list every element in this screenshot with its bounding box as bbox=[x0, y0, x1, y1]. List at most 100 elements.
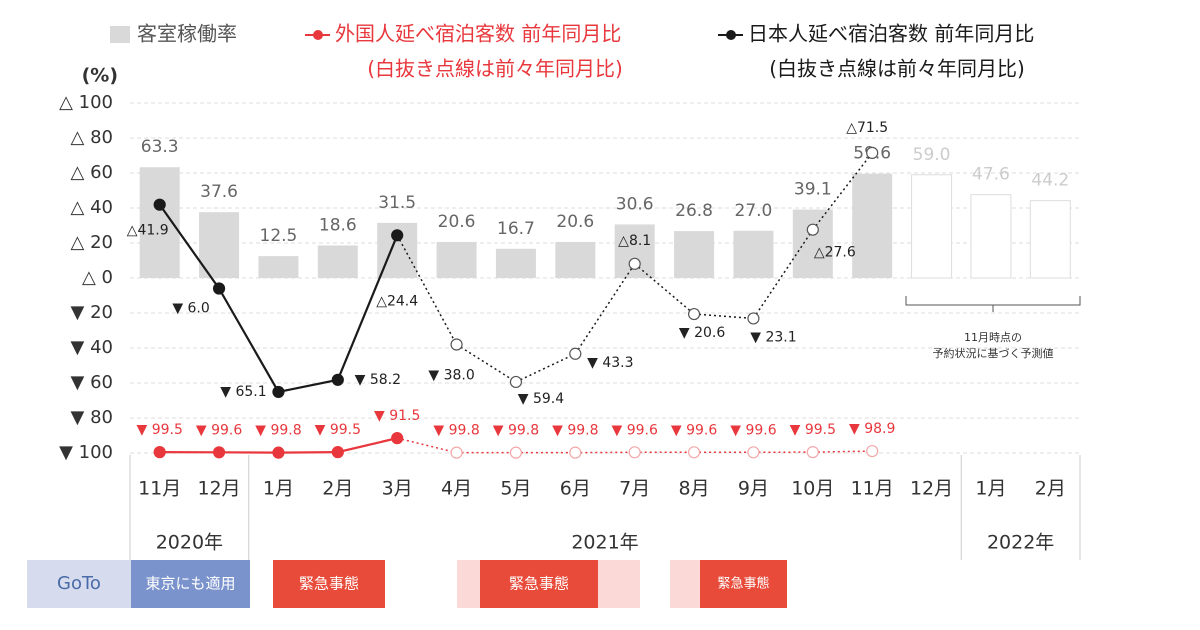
y-tick-label: △ 0 bbox=[82, 267, 113, 288]
bar-value-label: 59.0 bbox=[913, 145, 951, 165]
period-label: 緊急事態 bbox=[299, 575, 359, 593]
line-point bbox=[866, 146, 879, 159]
point-value-label: ▼ 65.1 bbox=[220, 384, 266, 400]
line-segment bbox=[694, 313, 754, 320]
line-point bbox=[747, 312, 760, 325]
y-tick-label: ▼ 40 bbox=[71, 337, 113, 358]
bar-value-label: 18.6 bbox=[319, 215, 357, 235]
point-value-label: ▼ 91.5 bbox=[374, 408, 420, 424]
line-point bbox=[272, 385, 285, 399]
y-tick-label: △ 20 bbox=[71, 232, 113, 253]
x-tick-label: 6月 bbox=[560, 478, 591, 500]
point-value-label: ▼ 99.6 bbox=[196, 422, 242, 438]
point-value-label: ▼ 99.6 bbox=[730, 422, 776, 438]
x-tick-label: 7月 bbox=[619, 478, 650, 500]
line-point bbox=[806, 446, 819, 459]
line-segment bbox=[337, 437, 398, 454]
bar-value-label: 44.2 bbox=[1031, 171, 1069, 191]
line-point bbox=[747, 446, 760, 459]
bar-value-label: 39.1 bbox=[794, 180, 832, 200]
y-tick-label: ▼ 20 bbox=[71, 302, 113, 323]
legend-label: 日本人延べ宿泊客数 前年同月比 bbox=[748, 22, 1034, 46]
point-value-label: ▼ 20.6 bbox=[679, 325, 725, 341]
line-point bbox=[450, 446, 463, 459]
bar-value-label: 16.7 bbox=[497, 219, 535, 239]
line-point bbox=[331, 446, 344, 459]
point-value-label: △71.5 bbox=[846, 120, 888, 136]
point-value-label: ▼ 99.8 bbox=[433, 423, 479, 439]
x-tick-label: 2月 bbox=[322, 478, 353, 500]
line-point bbox=[687, 446, 701, 459]
bar bbox=[733, 230, 774, 278]
line-segment bbox=[456, 343, 517, 383]
period-extension bbox=[457, 560, 480, 608]
legend-label: 外国人延べ宿泊客数 前年同月比 bbox=[335, 22, 621, 46]
point-value-label: △8.1 bbox=[618, 233, 651, 249]
bar-value-label: 26.8 bbox=[675, 201, 713, 221]
bar bbox=[436, 241, 477, 278]
line-segment bbox=[515, 353, 576, 383]
line-point bbox=[687, 307, 701, 321]
point-value-label: ▼ 99.5 bbox=[790, 422, 836, 438]
x-tick-label: 3月 bbox=[382, 478, 413, 500]
x-tick-label: 2月 bbox=[1035, 478, 1066, 500]
bar bbox=[495, 248, 536, 278]
forecast-bracket bbox=[905, 296, 1081, 312]
bar-value-label: 37.6 bbox=[200, 182, 238, 202]
point-value-label: ▼ 58.2 bbox=[355, 372, 401, 388]
line-point bbox=[331, 373, 344, 386]
period-box bbox=[27, 560, 131, 608]
bar bbox=[911, 174, 953, 279]
legend-marker bbox=[313, 30, 323, 40]
x-tick-label: 9月 bbox=[738, 478, 769, 500]
period-box bbox=[131, 560, 250, 608]
x-tick-label: 5月 bbox=[500, 478, 531, 500]
bar-value-label: 20.6 bbox=[556, 212, 594, 232]
legend-swatch bbox=[110, 26, 130, 43]
x-tick-label: 4月 bbox=[441, 478, 472, 500]
x-tick-label: 12月 bbox=[910, 478, 953, 500]
line-point bbox=[569, 347, 582, 360]
y-tick-label: △ 100 bbox=[59, 92, 113, 113]
legend-label: 客室稼働率 bbox=[137, 22, 237, 46]
line-point bbox=[866, 444, 879, 458]
point-value-label: ▼ 99.8 bbox=[493, 423, 539, 439]
bar-value-label: 27.0 bbox=[735, 201, 773, 221]
bar-value-label: 47.6 bbox=[972, 165, 1010, 185]
bar-value-label: 12.5 bbox=[260, 226, 298, 246]
line-point bbox=[153, 198, 166, 211]
forecast-note: 11月時点の bbox=[964, 331, 1022, 344]
year-label: 2020年 bbox=[156, 532, 223, 554]
point-value-label: ▼ 99.6 bbox=[611, 422, 657, 438]
line-point bbox=[569, 446, 582, 459]
y-axis-label: (%) bbox=[82, 65, 118, 87]
bar bbox=[317, 245, 358, 278]
line-point bbox=[806, 223, 819, 236]
bar bbox=[555, 241, 596, 278]
period-box bbox=[273, 560, 385, 608]
y-tick-label: ▼ 80 bbox=[71, 407, 113, 428]
bar-value-label: 30.6 bbox=[616, 194, 654, 214]
period-label: 緊急事態 bbox=[509, 575, 569, 593]
legend-marker bbox=[726, 30, 736, 40]
line-point bbox=[509, 375, 523, 389]
line-point bbox=[212, 446, 226, 459]
bar-value-label: 20.6 bbox=[438, 212, 476, 232]
point-value-label: ▼ 99.8 bbox=[552, 423, 598, 439]
period-label: 東京にも適用 bbox=[145, 575, 235, 593]
line-point bbox=[509, 446, 523, 459]
y-tick-label: △ 80 bbox=[71, 127, 113, 148]
point-value-label: ▼ 6.0 bbox=[172, 301, 209, 317]
x-tick-label: 12月 bbox=[197, 478, 240, 500]
x-tick-label: 8月 bbox=[679, 478, 710, 500]
period-label: GoTo bbox=[57, 573, 101, 594]
bar-value-label: 63.3 bbox=[141, 137, 179, 157]
line-point bbox=[272, 446, 285, 459]
point-value-label: △27.6 bbox=[814, 245, 856, 261]
x-tick-label: 1月 bbox=[975, 478, 1006, 500]
x-tick-label: 1月 bbox=[263, 478, 294, 500]
forecast-note: 予約状況に基づく予測値 bbox=[933, 346, 1054, 360]
y-tick-label: ▼ 100 bbox=[59, 442, 113, 463]
bar bbox=[199, 212, 240, 278]
y-tick-label: △ 60 bbox=[71, 162, 113, 183]
